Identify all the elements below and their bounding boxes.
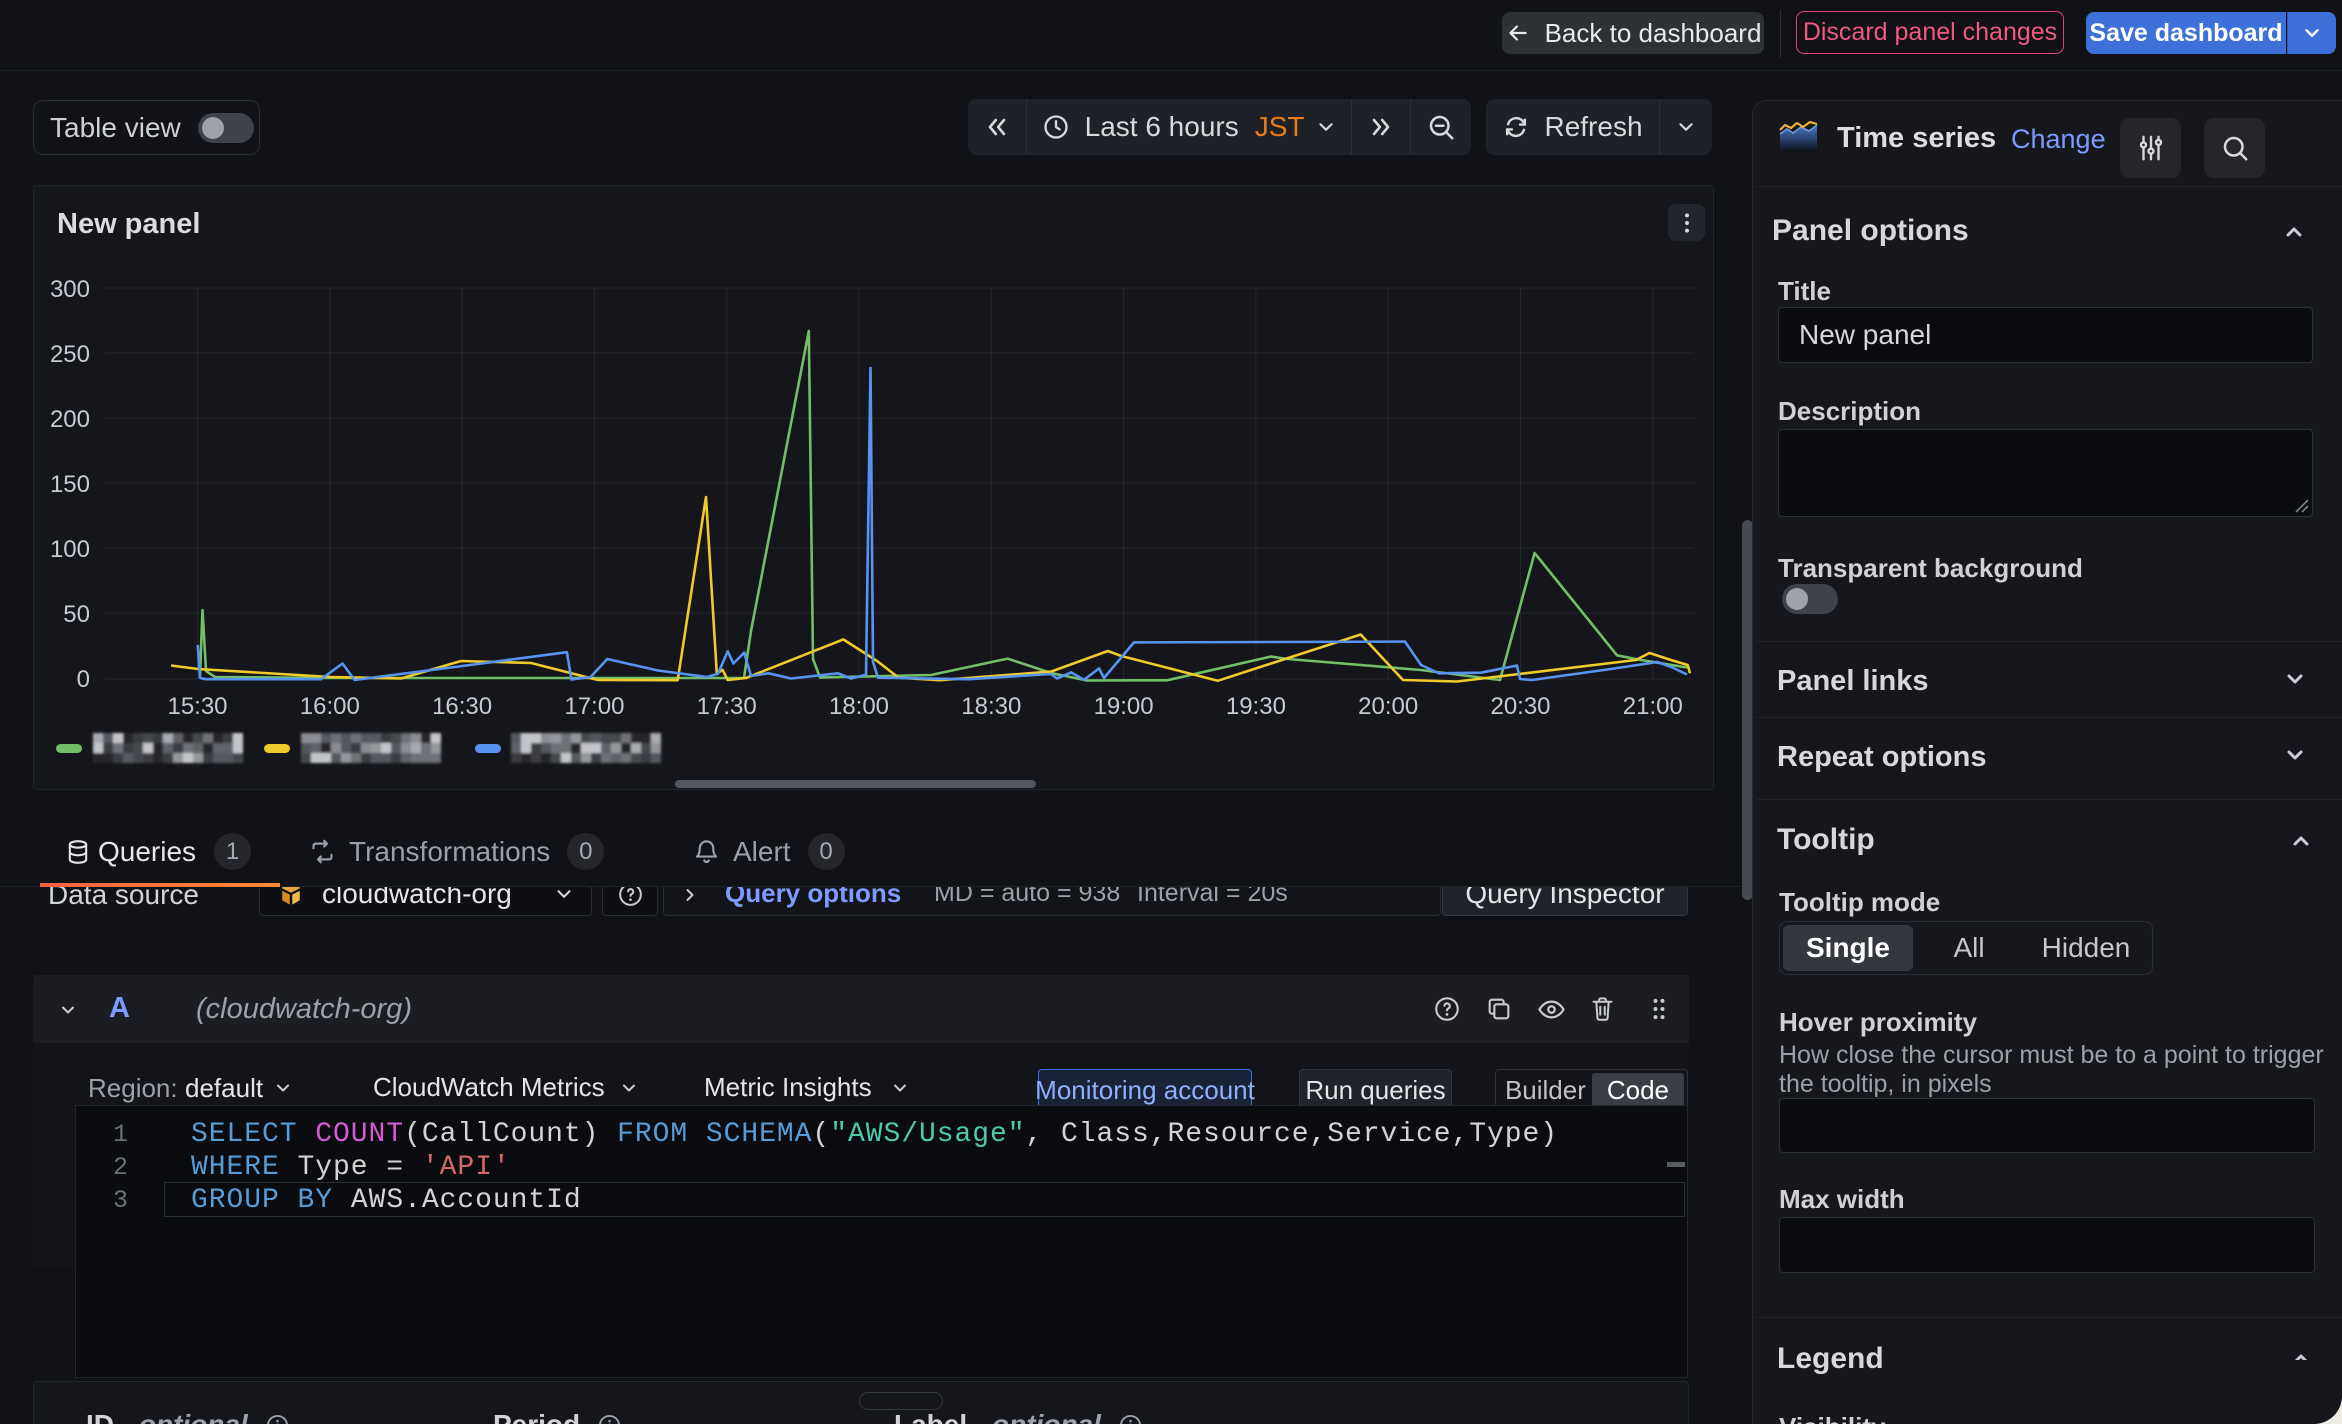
svg-text:19:30: 19:30 [1226,693,1286,720]
svg-text:200: 200 [50,406,90,433]
svg-text:250: 250 [50,341,90,368]
svg-text:16:00: 16:00 [300,693,360,720]
svg-text:16:30: 16:30 [432,693,492,720]
svg-text:19:00: 19:00 [1094,693,1154,720]
svg-text:0: 0 [77,666,90,693]
svg-text:20:30: 20:30 [1490,693,1550,720]
svg-text:50: 50 [63,601,90,628]
svg-text:17:00: 17:00 [564,693,624,720]
svg-text:17:30: 17:30 [697,693,757,720]
svg-text:150: 150 [50,471,90,498]
svg-text:300: 300 [50,276,90,303]
svg-text:21:00: 21:00 [1623,693,1683,720]
svg-text:18:30: 18:30 [961,693,1021,720]
svg-text:20:00: 20:00 [1358,693,1418,720]
svg-text:100: 100 [50,536,90,563]
svg-text:18:00: 18:00 [829,693,889,720]
svg-text:15:30: 15:30 [167,693,227,720]
